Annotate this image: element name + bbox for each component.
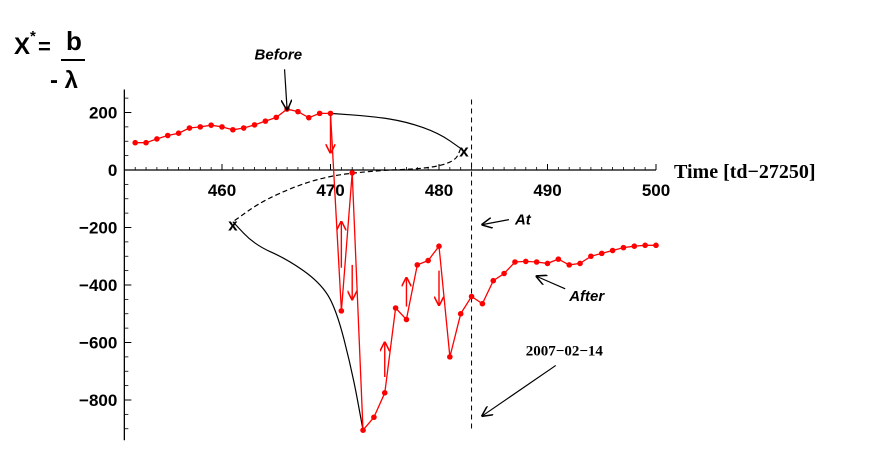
black-curves: xx xyxy=(228,112,469,431)
data-point xyxy=(273,114,280,121)
data-point xyxy=(512,259,518,265)
data-point xyxy=(436,243,442,249)
formula-lhs: X xyxy=(14,33,30,60)
annotation-label: At xyxy=(514,212,532,229)
formula-numerator: b xyxy=(66,26,82,56)
data-point xyxy=(230,126,236,133)
data-point xyxy=(533,259,540,265)
data-point xyxy=(403,316,410,323)
annotation-arrow xyxy=(482,364,557,415)
y-tick-label: −600 xyxy=(79,334,117,353)
data-point xyxy=(251,122,258,128)
data-point xyxy=(414,262,421,268)
data-point xyxy=(338,308,345,314)
data-point xyxy=(327,110,334,117)
data-point xyxy=(197,124,204,130)
y-tick-label: 200 xyxy=(89,104,117,123)
data-point xyxy=(479,300,486,307)
data-point xyxy=(544,260,551,267)
x-marker: x xyxy=(459,141,469,160)
axes: 460 470 480 490 500 200 0 −200 −400 −600 −800 Time … xyxy=(79,89,816,441)
x-tick-label: 500 xyxy=(642,181,670,200)
data-point xyxy=(653,242,659,249)
data-point xyxy=(642,242,648,249)
mid-dashed-curve xyxy=(232,148,462,223)
data-point xyxy=(208,122,214,128)
data-point xyxy=(186,125,193,131)
series-line xyxy=(135,108,656,432)
data-point xyxy=(392,305,399,311)
data-point xyxy=(468,293,475,300)
data-point xyxy=(306,114,312,121)
y-tick-label: −800 xyxy=(79,391,117,410)
data-point xyxy=(577,260,583,267)
data-point xyxy=(555,256,562,262)
data-point xyxy=(262,118,269,124)
data-point xyxy=(295,108,301,115)
data-point xyxy=(175,130,182,136)
data-point xyxy=(360,427,366,433)
data-point xyxy=(143,139,149,146)
x-tick-label: 480 xyxy=(425,181,453,200)
upper-solid-curve xyxy=(330,112,462,149)
x-marker: x xyxy=(228,216,238,235)
data-point xyxy=(164,132,171,139)
y-tick-label: 0 xyxy=(108,161,117,180)
y-tick-label: −400 xyxy=(79,276,117,295)
formula-superscript: * xyxy=(30,28,36,45)
data-point xyxy=(457,310,464,317)
data-point xyxy=(349,170,356,176)
data-point xyxy=(132,139,138,146)
annotation-label: Before xyxy=(255,46,303,63)
y-tick-label: −200 xyxy=(79,219,117,238)
data-point xyxy=(598,250,605,257)
data-point xyxy=(588,253,594,260)
lower-solid-curve xyxy=(232,221,364,431)
annotation-label: After xyxy=(568,288,605,305)
data-point xyxy=(490,277,497,284)
data-point xyxy=(620,244,627,251)
data-point xyxy=(316,110,323,117)
formula: X * = b - λ xyxy=(14,26,85,94)
annotation-arrow xyxy=(285,69,288,109)
x-tick-label: 460 xyxy=(208,181,236,200)
x-axis-title: Time [td−27250] xyxy=(674,161,816,183)
data-point xyxy=(219,124,225,130)
x-tick-label: 470 xyxy=(316,181,344,200)
formula-denominator: - λ xyxy=(50,67,78,94)
data-point xyxy=(501,270,507,277)
data-point xyxy=(609,247,616,254)
data-point xyxy=(154,136,160,142)
annotation-arrow xyxy=(537,276,566,290)
data-point xyxy=(240,125,247,131)
series-layer xyxy=(132,106,659,433)
red-arrows xyxy=(331,115,440,377)
annotation-label: 2007−02−14 xyxy=(526,343,604,359)
data-point xyxy=(447,354,453,360)
data-point xyxy=(523,258,529,265)
data-point xyxy=(371,414,377,421)
formula-equals: = xyxy=(38,34,51,59)
x-tick-label: 490 xyxy=(533,181,561,200)
annotations: Before At After 2007−02−14 xyxy=(255,46,605,416)
annotation-arrow xyxy=(482,220,510,225)
data-point xyxy=(381,390,388,396)
data-point xyxy=(425,257,431,264)
data-point xyxy=(566,262,572,268)
data-point xyxy=(631,243,638,249)
